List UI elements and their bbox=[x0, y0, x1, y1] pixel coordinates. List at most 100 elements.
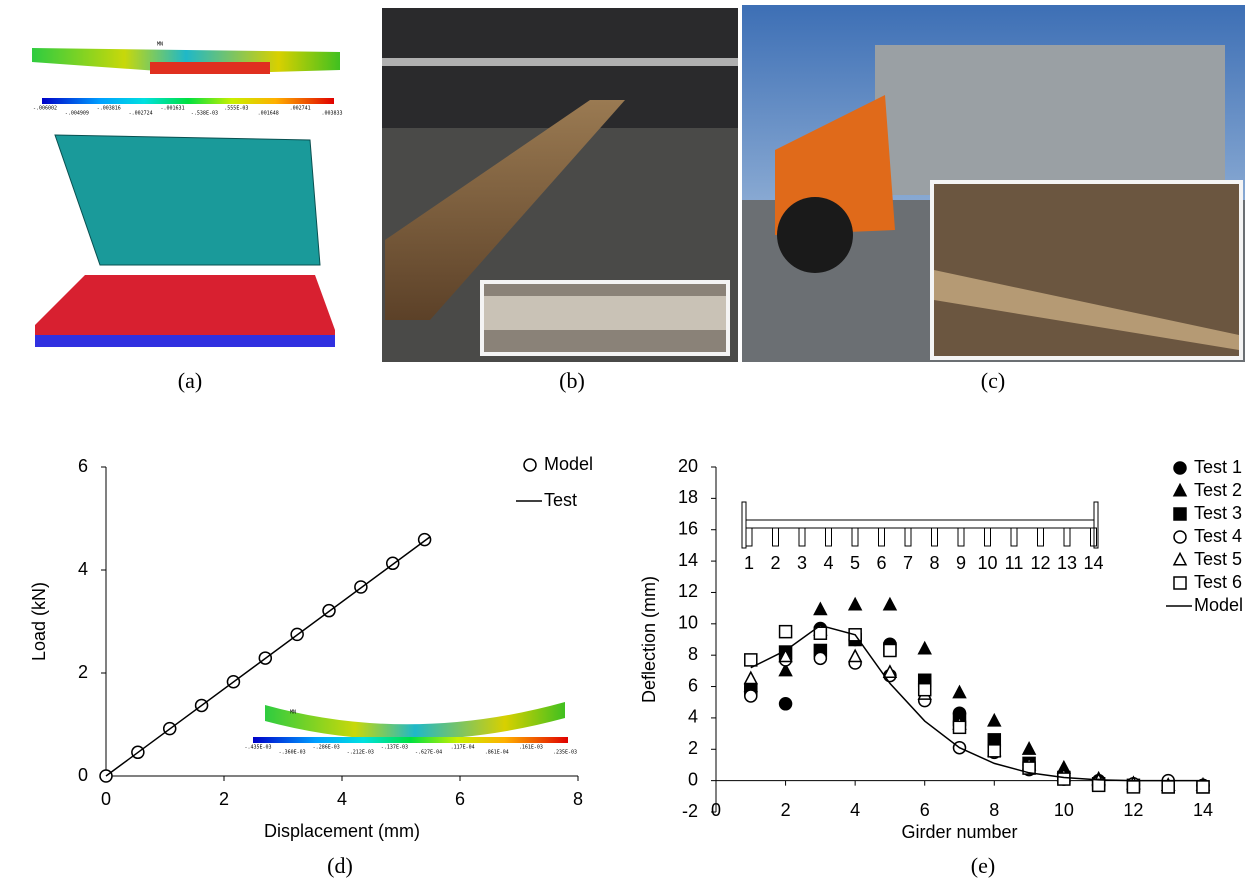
chart: -20246810121416182002468101214Girder num… bbox=[639, 456, 1243, 842]
girder bbox=[879, 528, 885, 546]
y-tick-label: 0 bbox=[78, 765, 88, 785]
colorbar-label: .861E-04 bbox=[485, 750, 509, 756]
y-tick-label: 6 bbox=[78, 456, 88, 476]
fe-beam-bottom bbox=[150, 62, 270, 74]
marker bbox=[1174, 484, 1186, 495]
x-tick-label: 8 bbox=[573, 789, 583, 809]
marker bbox=[919, 642, 931, 653]
x-tick-label: 0 bbox=[101, 789, 111, 809]
colorbar-label: .117E-04 bbox=[451, 745, 475, 751]
marker bbox=[1174, 553, 1186, 564]
girder bbox=[826, 528, 832, 546]
girder-label: 8 bbox=[929, 553, 939, 573]
legend-label: Test 1 bbox=[1194, 457, 1242, 477]
photo-shelves bbox=[382, 8, 738, 128]
min-label: MN bbox=[157, 42, 163, 48]
legend-label: Test 5 bbox=[1194, 549, 1242, 569]
x-tick-label: 0 bbox=[711, 800, 721, 820]
x-tick-label: 6 bbox=[455, 789, 465, 809]
legend-label: Test 3 bbox=[1194, 503, 1242, 523]
x-axis-title: Displacement (mm) bbox=[264, 821, 420, 841]
girder bbox=[1038, 528, 1044, 546]
girder bbox=[1011, 528, 1017, 546]
girder-label: 2 bbox=[770, 553, 780, 573]
girder-label: 11 bbox=[1005, 553, 1024, 573]
panel-caption: (a) bbox=[178, 368, 202, 393]
colorbar-label: .003833 bbox=[321, 111, 342, 117]
marker bbox=[1023, 743, 1035, 754]
abutment bbox=[742, 502, 746, 548]
colorbar-label: -.435E-03 bbox=[244, 745, 271, 751]
y-tick-label: 18 bbox=[678, 487, 698, 507]
inset-timber bbox=[484, 296, 726, 330]
x-tick-label: 8 bbox=[989, 800, 999, 820]
fe-deck-mesh bbox=[55, 135, 320, 265]
marker bbox=[849, 598, 861, 609]
colorbar-label: -.001631 bbox=[161, 106, 185, 112]
chart: 024602468Displacement (mm)Load (kN)Model… bbox=[29, 454, 593, 841]
marker bbox=[1162, 781, 1174, 793]
photo-frame bbox=[382, 58, 738, 66]
min-label: MN bbox=[290, 710, 296, 716]
marker bbox=[1093, 779, 1105, 791]
legend-label: Model bbox=[1194, 595, 1243, 615]
fe-models bbox=[32, 48, 340, 347]
y-axis-title: Load (kN) bbox=[29, 582, 49, 661]
marker bbox=[954, 721, 966, 733]
deck bbox=[746, 520, 1094, 528]
fe-girders bbox=[35, 335, 335, 347]
legend-label: Test 6 bbox=[1194, 572, 1242, 592]
marker bbox=[814, 652, 826, 664]
marker bbox=[1127, 781, 1139, 793]
x-tick-label: 10 bbox=[1054, 800, 1074, 820]
panel-caption: (c) bbox=[981, 368, 1005, 393]
x-tick-label: 14 bbox=[1193, 800, 1213, 820]
girder bbox=[746, 528, 752, 546]
girder bbox=[905, 528, 911, 546]
y-tick-label: 8 bbox=[688, 644, 698, 664]
marker bbox=[884, 598, 896, 609]
girder-label: 14 bbox=[1083, 553, 1103, 573]
girder-label: 7 bbox=[903, 553, 913, 573]
colorbar-label: -.003816 bbox=[97, 106, 121, 112]
inset-beam bbox=[265, 702, 565, 740]
colorbar-label: .555E-03 bbox=[224, 106, 248, 112]
e-inset bbox=[742, 502, 1098, 548]
marker bbox=[745, 672, 757, 683]
legend-label: Model bbox=[544, 454, 593, 474]
x-tick-label: 12 bbox=[1123, 800, 1143, 820]
colorbar-label: .235E-03 bbox=[553, 750, 577, 756]
marker bbox=[1174, 462, 1186, 474]
marker bbox=[988, 714, 1000, 725]
marker bbox=[814, 603, 826, 614]
colorbar bbox=[253, 737, 568, 743]
y-tick-label: 4 bbox=[78, 559, 88, 579]
y-tick-label: 14 bbox=[678, 550, 698, 570]
panel-caption: (e) bbox=[971, 853, 995, 878]
girder bbox=[985, 528, 991, 546]
colorbar-label: .161E-03 bbox=[519, 745, 543, 751]
panel-caption: (d) bbox=[327, 853, 353, 878]
x-tick-label: 2 bbox=[219, 789, 229, 809]
girder-label: 4 bbox=[823, 553, 833, 573]
colorbar-label: -.006002 bbox=[33, 106, 57, 112]
truck-wheel bbox=[777, 197, 853, 273]
girder bbox=[1064, 528, 1070, 546]
x-tick-label: 2 bbox=[781, 800, 791, 820]
lab-photo bbox=[382, 8, 738, 362]
legend-label: Test bbox=[544, 490, 577, 510]
marker bbox=[745, 654, 757, 666]
colorbar bbox=[42, 98, 334, 104]
girder-label: 10 bbox=[977, 553, 997, 573]
colorbar-label: .002741 bbox=[290, 106, 311, 112]
girder bbox=[958, 528, 964, 546]
y-tick-label: 0 bbox=[688, 769, 698, 789]
colorbar-label: -.137E-03 bbox=[381, 745, 408, 751]
colorbar-label: -.002724 bbox=[129, 111, 153, 117]
x-tick-label: 4 bbox=[337, 789, 347, 809]
girder-label: 6 bbox=[876, 553, 886, 573]
y-tick-label: -2 bbox=[682, 801, 698, 821]
marker bbox=[988, 745, 1000, 757]
y-tick-label: 2 bbox=[688, 738, 698, 758]
colorbar-label: -.004909 bbox=[65, 111, 89, 117]
